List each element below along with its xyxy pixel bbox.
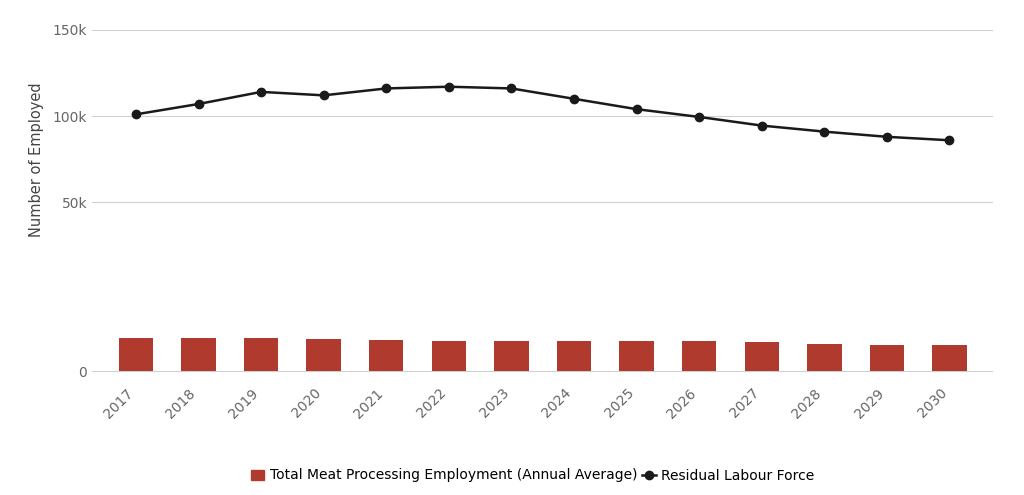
Bar [369, 340, 403, 371]
Bar [682, 341, 717, 371]
Y-axis label: Number of Employed: Number of Employed [30, 82, 44, 237]
Bar [932, 345, 967, 371]
Bar [306, 340, 341, 371]
Bar [181, 338, 216, 371]
Bar [495, 341, 528, 371]
Bar [869, 345, 904, 371]
Bar [620, 341, 653, 371]
Bar [557, 341, 591, 371]
Legend: Total Meat Processing Employment (Annual Average), Residual Labour Force: Total Meat Processing Employment (Annual… [245, 463, 820, 488]
Bar [744, 342, 779, 371]
Bar [432, 341, 466, 371]
Bar [807, 344, 842, 371]
Bar [119, 338, 154, 371]
Bar [244, 338, 279, 371]
